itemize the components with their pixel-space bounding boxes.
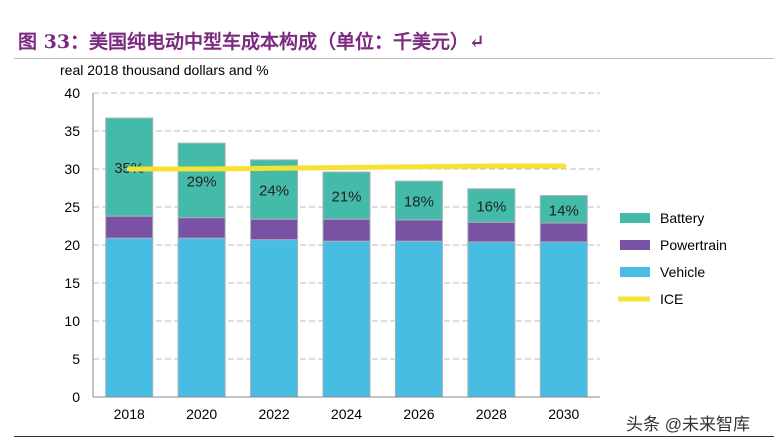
bar-battery: [322, 171, 371, 220]
x-tick-label: 2026: [403, 406, 434, 422]
bar-battery: [394, 180, 443, 221]
y-tick-label: 40: [64, 85, 80, 101]
bar-powertrain: [105, 215, 154, 239]
bar-vehicle: [467, 241, 516, 398]
line-ice: [126, 163, 567, 172]
bar-vehicle: [105, 237, 154, 398]
x-tick-label: 2018: [114, 406, 145, 422]
bottom-divider: [14, 436, 774, 437]
y-tick-label: 20: [64, 237, 80, 253]
legend-swatch-powertrain: [620, 240, 650, 250]
x-tick-label: 2030: [548, 406, 579, 422]
data-label: 18%: [404, 194, 434, 211]
y-tick-label: 15: [64, 275, 80, 291]
legend-label: ICE: [660, 291, 683, 307]
bar-powertrain: [177, 217, 226, 239]
data-label: 24%: [259, 183, 289, 200]
title-divider: [14, 58, 774, 59]
bar-vehicle: [394, 240, 443, 398]
x-tick-label: 2020: [186, 406, 217, 422]
data-label: 14%: [549, 202, 579, 219]
bar-vehicle: [539, 241, 588, 398]
bar-battery: [539, 195, 588, 224]
y-tick-label: 10: [64, 313, 80, 329]
bar-battery: [467, 188, 516, 223]
bar-powertrain: [394, 219, 443, 242]
x-tick-label: 2024: [331, 406, 362, 422]
x-tick-label: 2022: [258, 406, 289, 422]
figure-title: 图 33：美国纯电动中型车成本构成（单位：千美元）↵: [18, 31, 485, 53]
bar-vehicle: [322, 240, 371, 398]
bar-powertrain: [467, 221, 516, 243]
data-label: 29%: [187, 173, 217, 190]
bar-battery: [177, 142, 226, 219]
y-tick-label: 5: [72, 351, 80, 367]
y-tick-label: 25: [64, 199, 80, 215]
legend-label: Powertrain: [660, 237, 727, 253]
legend-swatch-battery: [620, 213, 650, 223]
data-label: 21%: [331, 189, 361, 206]
legend-swatch-vehicle: [620, 267, 650, 277]
bar-powertrain: [539, 222, 588, 243]
bar-vehicle: [177, 237, 226, 398]
legend-label: Battery: [660, 210, 704, 226]
legend-label: Vehicle: [660, 264, 705, 280]
x-tick-label: 2028: [476, 406, 507, 422]
bar-powertrain: [322, 218, 371, 242]
y-tick-label: 0: [72, 389, 80, 405]
y-tick-label: 35: [64, 123, 80, 139]
data-label: 16%: [476, 198, 506, 215]
bar-powertrain: [250, 218, 299, 241]
watermark: 头条 @未来智库: [626, 415, 750, 434]
y-tick-label: 30: [64, 161, 80, 177]
y-axis-label: real 2018 thousand dollars and %: [60, 62, 269, 78]
bar-vehicle: [250, 239, 299, 398]
